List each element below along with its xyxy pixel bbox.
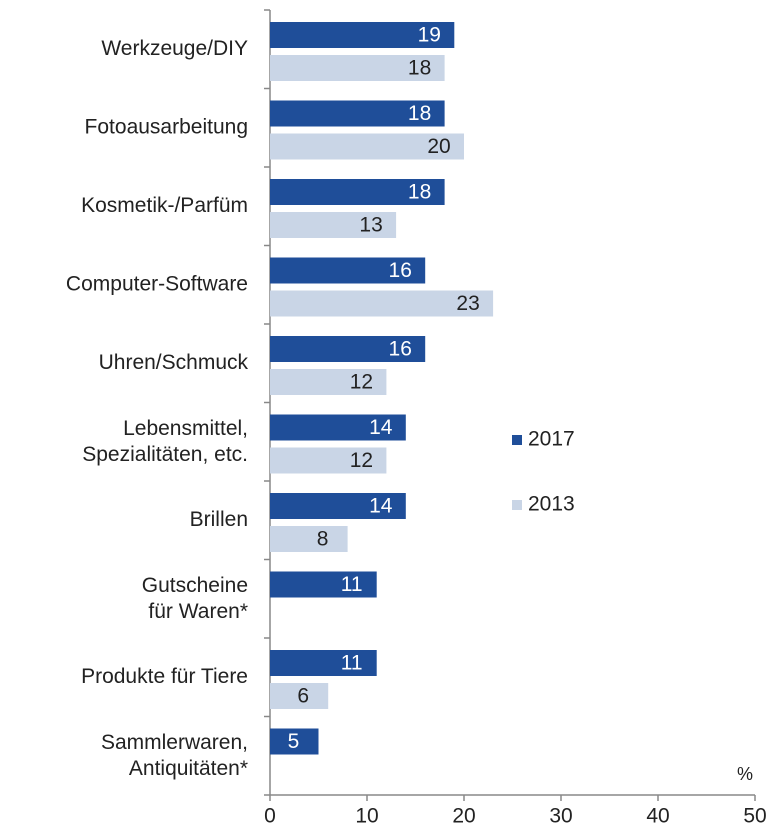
category-label: Kosmetik-/Parfüm: [81, 194, 248, 217]
category-label: Sammlerwaren, Antiquitäten*: [101, 730, 248, 779]
bar: [270, 683, 329, 709]
x-tick-label: 10: [355, 805, 378, 828]
category-label: Lebensmittel, Spezialitäten, etc.: [82, 416, 248, 465]
data-label: 18: [408, 102, 431, 125]
data-label: 12: [350, 371, 373, 394]
category-label: Werkzeuge/DIY: [101, 37, 248, 60]
x-tick-label: 0: [264, 805, 276, 828]
bar: [270, 22, 455, 48]
legend-label: 2013: [528, 493, 575, 516]
data-label: 19: [418, 24, 441, 47]
bar: [270, 336, 426, 362]
data-label: 14: [369, 495, 393, 518]
bar: [270, 290, 494, 317]
category-label: Brillen: [190, 508, 248, 531]
bar: [270, 179, 445, 205]
data-label: 11: [341, 652, 363, 675]
data-label: 5: [288, 730, 300, 753]
data-label: 16: [389, 338, 412, 361]
bar: [270, 100, 445, 127]
data-label: 12: [350, 449, 373, 472]
bar: [270, 369, 387, 395]
x-tick-label: 40: [646, 805, 669, 828]
bar: [270, 133, 464, 160]
legend-swatch: [512, 435, 522, 445]
data-label: 23: [456, 292, 479, 315]
category-label: Gutscheine für Waren*: [142, 573, 248, 622]
x-tick-label: 30: [549, 805, 572, 828]
x-tick-label: 20: [452, 805, 475, 828]
data-label: 8: [317, 528, 329, 551]
x-axis-label: %: [737, 764, 753, 784]
data-label: 14: [369, 416, 393, 439]
bar: [270, 414, 406, 441]
data-label: 20: [427, 135, 450, 158]
data-label: 18: [408, 181, 431, 204]
data-label: 16: [389, 259, 412, 282]
bar: [270, 526, 348, 552]
category-label: Produkte für Tiere: [81, 665, 248, 688]
bar: [270, 493, 406, 519]
bar: [270, 728, 319, 755]
bar: [270, 55, 445, 81]
x-tick-label: 50: [743, 805, 766, 828]
category-label: Uhren/Schmuck: [99, 351, 249, 374]
bar: [270, 571, 377, 598]
category-label: Fotoausarbeitung: [85, 115, 248, 138]
bar: [270, 257, 426, 284]
legend-swatch: [512, 500, 522, 510]
data-label: 6: [297, 685, 309, 708]
category-label: Computer-Software: [66, 272, 248, 295]
data-label: 18: [408, 57, 431, 80]
legend-label: 2017: [528, 428, 575, 451]
bar: [270, 650, 377, 676]
bar: [270, 212, 397, 238]
data-label: 13: [359, 214, 382, 237]
bar: [270, 447, 387, 474]
data-label: 11: [341, 573, 363, 596]
